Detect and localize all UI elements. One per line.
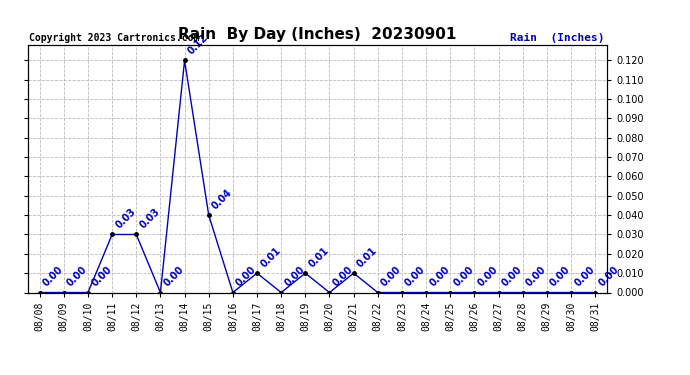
Text: 0.00: 0.00	[404, 264, 427, 288]
Text: 0.00: 0.00	[90, 264, 113, 288]
Text: 0.00: 0.00	[41, 264, 65, 288]
Text: 0.00: 0.00	[452, 264, 475, 288]
Text: 0.00: 0.00	[66, 264, 89, 288]
Text: 0.00: 0.00	[476, 264, 500, 288]
Text: 0.12: 0.12	[186, 32, 210, 56]
Text: 0.01: 0.01	[307, 245, 331, 269]
Text: Copyright 2023 Cartronics.com: Copyright 2023 Cartronics.com	[29, 33, 199, 42]
Text: 0.04: 0.04	[210, 187, 234, 211]
Text: 0.03: 0.03	[138, 206, 161, 230]
Text: 0.00: 0.00	[380, 264, 403, 288]
Text: 0.01: 0.01	[259, 245, 282, 269]
Text: 0.00: 0.00	[573, 264, 596, 288]
Text: 0.00: 0.00	[500, 264, 524, 288]
Text: Rain  (Inches): Rain (Inches)	[510, 33, 604, 42]
Text: 0.03: 0.03	[114, 206, 137, 230]
Title: Rain  By Day (Inches)  20230901: Rain By Day (Inches) 20230901	[178, 27, 457, 42]
Text: 0.00: 0.00	[524, 264, 548, 288]
Text: 0.00: 0.00	[235, 264, 258, 288]
Text: 0.00: 0.00	[428, 264, 451, 288]
Text: 0.00: 0.00	[549, 264, 572, 288]
Text: 0.00: 0.00	[331, 264, 355, 288]
Text: 0.00: 0.00	[162, 264, 186, 288]
Text: 0.00: 0.00	[597, 264, 620, 288]
Text: 0.00: 0.00	[283, 264, 306, 288]
Text: 0.01: 0.01	[355, 245, 379, 269]
